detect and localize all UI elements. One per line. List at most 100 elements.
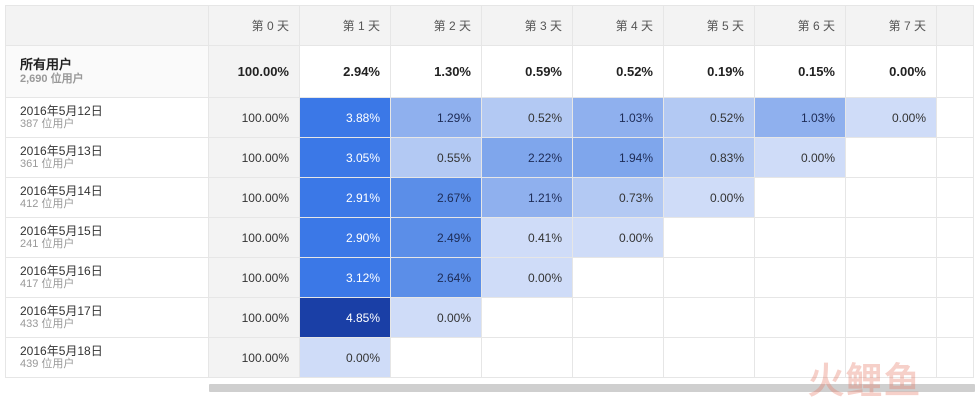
column-header-day-3: 第 3 天: [482, 5, 573, 46]
cohort-overflow: [937, 98, 974, 138]
summary-value-day-6: 0.15%: [755, 46, 846, 98]
cohort-overflow: [937, 178, 974, 218]
retention-cell-day-3: [482, 338, 573, 378]
cohort-users: 433 位用户: [20, 318, 75, 330]
cohort-users: 387 位用户: [20, 118, 75, 130]
retention-cell-day-0: 100.00%: [209, 298, 300, 338]
horizontal-scrollbar[interactable]: [209, 384, 975, 392]
retention-cell-day-1: 4.85%: [300, 298, 391, 338]
retention-cell-day-7: [846, 338, 937, 378]
watermark-logo: 火鲤鱼: [808, 360, 923, 401]
retention-cell-day-6: [755, 258, 846, 298]
header-row: 第 0 天 第 1 天 第 2 天 第 3 天 第 4 天 第 5 天 第 6 …: [5, 5, 974, 46]
retention-cell-day-7: [846, 178, 937, 218]
summary-value-day-5: 0.19%: [664, 46, 755, 98]
summary-value-day-4: 0.52%: [573, 46, 664, 98]
cohort-row: 2016年5月14日 412 位用户 100.00% 2.91% 2.67% 1.21% 0…: [5, 178, 974, 218]
column-header-overflow: [937, 5, 974, 46]
retention-cell-day-3: 0.52%: [482, 98, 573, 138]
retention-cell-day-7: 0.00%: [846, 98, 937, 138]
retention-cell-day-2: 2.64%: [391, 258, 482, 298]
retention-cell-day-7: [846, 298, 937, 338]
retention-cell-day-2: 0.00%: [391, 298, 482, 338]
cohort-date: 2016年5月14日: [20, 184, 103, 198]
retention-cell-day-4: 1.94%: [573, 138, 664, 178]
cohort-date: 2016年5月17日: [20, 304, 103, 318]
cohort-users: 412 位用户: [20, 198, 75, 210]
retention-cell-day-0: 100.00%: [209, 138, 300, 178]
retention-cell-day-3: 1.21%: [482, 178, 573, 218]
retention-cell-day-5: 0.52%: [664, 98, 755, 138]
summary-value-day-0: 100.00%: [209, 46, 300, 98]
summary-row: 所有用户 2,690 位用户 100.00% 2.94% 1.30% 0.59%…: [5, 46, 974, 98]
cohort-date: 2016年5月16日: [20, 264, 103, 278]
retention-cell-day-6: [755, 338, 846, 378]
cohort-row: 2016年5月12日 387 位用户 100.00% 3.88% 1.29% 0.52% 1…: [5, 98, 974, 138]
retention-cell-day-4: [573, 258, 664, 298]
cohort-overflow: [937, 258, 974, 298]
retention-cell-day-6: [755, 298, 846, 338]
retention-cell-day-6: [755, 218, 846, 258]
cohort-label: 2016年5月12日 387 位用户: [5, 98, 209, 138]
cohort-overflow: [937, 338, 974, 378]
retention-cell-day-2: 2.49%: [391, 218, 482, 258]
cohort-users: 361 位用户: [20, 158, 75, 170]
cohort-label: 2016年5月13日 361 位用户: [5, 138, 209, 178]
cohort-overflow: [937, 298, 974, 338]
retention-cell-day-5: 0.00%: [664, 178, 755, 218]
retention-cell-day-2: 2.67%: [391, 178, 482, 218]
retention-cell-day-5: [664, 218, 755, 258]
cohort-users: 439 位用户: [20, 358, 75, 370]
cohort-date: 2016年5月12日: [20, 104, 103, 118]
cohort-label: 2016年5月16日 417 位用户: [5, 258, 209, 298]
retention-cell-day-2: [391, 338, 482, 378]
retention-cell-day-1: 0.00%: [300, 338, 391, 378]
retention-cell-day-4: 0.00%: [573, 218, 664, 258]
retention-cell-day-6: [755, 178, 846, 218]
column-header-day-6: 第 6 天: [755, 5, 846, 46]
retention-cell-day-1: 2.91%: [300, 178, 391, 218]
summary-label: 所有用户 2,690 位用户: [5, 46, 209, 98]
retention-cell-day-1: 3.88%: [300, 98, 391, 138]
cohort-row: 2016年5月13日 361 位用户 100.00% 3.05% 0.55% 2.22% 1…: [5, 138, 974, 178]
retention-cell-day-0: 100.00%: [209, 338, 300, 378]
cohort-row: 2016年5月17日 433 位用户 100.00% 4.85% 0.00%: [5, 298, 974, 338]
column-header-day-7: 第 7 天: [846, 5, 937, 46]
cohort-row: 2016年5月18日 439 位用户 100.00% 0.00%: [5, 338, 974, 378]
column-header-day-0: 第 0 天: [209, 5, 300, 46]
retention-cell-day-4: 1.03%: [573, 98, 664, 138]
cohort-row: 2016年5月15日 241 位用户 100.00% 2.90% 2.49% 0.41% 0…: [5, 218, 974, 258]
cohort-overflow: [937, 138, 974, 178]
retention-cell-day-5: 0.83%: [664, 138, 755, 178]
retention-cell-day-1: 3.12%: [300, 258, 391, 298]
retention-cell-day-1: 3.05%: [300, 138, 391, 178]
cohort-label: 2016年5月14日 412 位用户: [5, 178, 209, 218]
retention-cell-day-0: 100.00%: [209, 178, 300, 218]
retention-cell-day-2: 1.29%: [391, 98, 482, 138]
retention-cell-day-6: 0.00%: [755, 138, 846, 178]
retention-cell-day-3: 2.22%: [482, 138, 573, 178]
retention-cell-day-3: 0.00%: [482, 258, 573, 298]
retention-cell-day-7: [846, 258, 937, 298]
retention-cell-day-7: [846, 218, 937, 258]
summary-value-day-7: 0.00%: [846, 46, 937, 98]
retention-cell-day-6: 1.03%: [755, 98, 846, 138]
retention-cell-day-3: [482, 298, 573, 338]
column-header-day-5: 第 5 天: [664, 5, 755, 46]
summary-value-day-3: 0.59%: [482, 46, 573, 98]
retention-cell-day-5: [664, 338, 755, 378]
cohort-date: 2016年5月15日: [20, 224, 103, 238]
cohort-date: 2016年5月13日: [20, 144, 103, 158]
summary-value-day-2: 1.30%: [391, 46, 482, 98]
retention-cell-day-4: [573, 298, 664, 338]
retention-cell-day-3: 0.41%: [482, 218, 573, 258]
column-header-day-2: 第 2 天: [391, 5, 482, 46]
retention-cell-day-0: 100.00%: [209, 98, 300, 138]
retention-cell-day-4: 0.73%: [573, 178, 664, 218]
column-header-day-1: 第 1 天: [300, 5, 391, 46]
cohort-row: 2016年5月16日 417 位用户 100.00% 3.12% 2.64% 0.00%: [5, 258, 974, 298]
retention-cell-day-1: 2.90%: [300, 218, 391, 258]
retention-cell-day-0: 100.00%: [209, 258, 300, 298]
cohort-label: 2016年5月17日 433 位用户: [5, 298, 209, 338]
column-header-day-4: 第 4 天: [573, 5, 664, 46]
